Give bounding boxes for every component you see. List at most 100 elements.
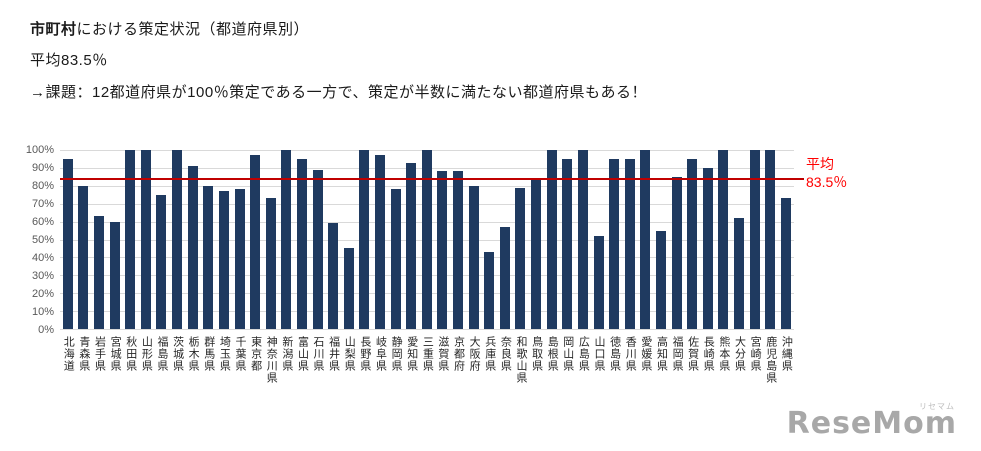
- bar: [562, 158, 573, 329]
- x-axis-label: 山口県: [593, 336, 606, 372]
- bar-slot: [154, 150, 170, 329]
- x-axis-label: 茨城県: [171, 336, 184, 372]
- x-axis-label: 岡山県: [561, 336, 574, 372]
- x-slot: 広島県: [575, 336, 591, 384]
- x-slot: 愛知県: [403, 336, 419, 384]
- bar-slot: [294, 150, 310, 329]
- bar: [468, 185, 479, 329]
- bar-slot: [762, 150, 778, 329]
- x-slot: 新潟県: [279, 336, 295, 384]
- bar: [671, 176, 682, 329]
- x-axis-label: 福井県: [327, 336, 340, 372]
- bar: [546, 150, 557, 329]
- x-axis-label: 秋田県: [124, 336, 137, 372]
- x-axis-label: 高知県: [655, 336, 668, 372]
- plot-area: 平均 83.5％: [60, 150, 847, 330]
- bar-slot: [122, 150, 138, 329]
- bar-slot: [372, 150, 388, 329]
- x-slot: 福岡県: [669, 336, 685, 384]
- resemom-logo: リセマム ReseMom: [787, 402, 957, 441]
- x-axis-label: 福岡県: [671, 336, 684, 372]
- bar: [515, 187, 526, 329]
- x-axis-label: 東京都: [249, 336, 262, 372]
- x-axis-label: 宮城県: [109, 336, 122, 372]
- bar: [343, 248, 354, 329]
- x-slot: 埼玉県: [216, 336, 232, 384]
- bar-slot: [107, 150, 123, 329]
- bar-slot: [169, 150, 185, 329]
- bar-slot: [747, 150, 763, 329]
- bar: [156, 194, 167, 329]
- x-axis-label: 千葉県: [234, 336, 246, 372]
- bar-slot: [591, 150, 607, 329]
- x-slot: 石川県: [310, 336, 326, 384]
- y-axis-tick: 70%: [31, 198, 54, 210]
- resemom-logo-katakana: リセマム: [919, 402, 955, 411]
- x-slot: 神奈川県: [263, 336, 279, 384]
- x-slot: 秋田県: [122, 336, 138, 384]
- x-axis-label: 兵庫県: [483, 336, 496, 372]
- x-slot: 福島県: [154, 336, 170, 384]
- x-axis-label: 佐賀県: [686, 336, 699, 372]
- bar-slot: [216, 150, 232, 329]
- x-axis-label: 香川県: [624, 336, 637, 372]
- bar: [749, 150, 760, 329]
- x-axis-label: 群馬県: [202, 336, 215, 372]
- page-title-bold: 市町村: [30, 21, 77, 38]
- bar: [421, 150, 432, 329]
- y-axis: 100% 90% 80% 70% 60% 50% 40% 30% 20% 10% 0%: [26, 144, 60, 336]
- x-slot: 京都府: [450, 336, 466, 384]
- x-slot: 北海道: [60, 336, 76, 384]
- x-slot: 東京都: [247, 336, 263, 384]
- y-axis-tick: 0%: [38, 324, 54, 336]
- bar-slot: [388, 150, 404, 329]
- x-slot: 熊本県: [716, 336, 732, 384]
- x-axis-label: 鹿児島県: [764, 336, 777, 384]
- x-slot: 長野県: [357, 336, 373, 384]
- x-axis-label: 山梨県: [343, 336, 356, 372]
- bar: [296, 158, 307, 329]
- x-axis-label: 大阪府: [468, 336, 481, 372]
- issue-note: →課題：12都道府県が100％策定である一方で、策定が半数に満たない都道府県もあ…: [30, 84, 647, 101]
- x-slot: 鹿児島県: [762, 336, 778, 384]
- bar: [78, 185, 89, 329]
- x-axis-label: 北海道: [62, 336, 75, 372]
- x-slot: 三重県: [419, 336, 435, 384]
- bar: [687, 158, 698, 329]
- y-axis-tick: 100%: [25, 144, 54, 156]
- x-axis-label: 徳島県: [608, 336, 621, 372]
- x-axis-label: 埼玉県: [218, 336, 231, 372]
- bar: [780, 198, 791, 329]
- bar-slot: [778, 150, 794, 329]
- x-axis-label: 富山県: [296, 336, 309, 372]
- bar: [453, 171, 464, 329]
- bar-slot: [357, 150, 373, 329]
- x-slot: 群馬県: [200, 336, 216, 384]
- x-slot: 青森県: [76, 336, 92, 384]
- x-axis-label: 熊本県: [717, 336, 730, 372]
- bar: [593, 235, 604, 329]
- x-axis-label: 鳥取県: [530, 336, 543, 372]
- x-slot: 滋賀県: [435, 336, 451, 384]
- bar-slot: [232, 150, 248, 329]
- bar: [702, 167, 713, 329]
- bar-slot: [669, 150, 685, 329]
- x-axis-label: 山形県: [140, 336, 153, 372]
- bar: [406, 162, 417, 329]
- bar-chart: 100% 90% 80% 70% 60% 50% 40% 30% 20% 10% 0% 平均 83.…: [26, 144, 847, 384]
- bar-slot: [76, 150, 92, 329]
- x-axis-label: 京都府: [452, 336, 465, 372]
- x-slot: 愛媛県: [638, 336, 654, 384]
- bar: [609, 158, 620, 329]
- x-axis-label: 三重県: [421, 336, 434, 372]
- x-slot: 宮城県: [107, 336, 123, 384]
- bar: [140, 150, 151, 329]
- x-slot: 山形県: [138, 336, 154, 384]
- x-slot: 鳥取県: [528, 336, 544, 384]
- bar-slot: [544, 150, 560, 329]
- x-axis-label: 静岡県: [390, 336, 403, 372]
- bar-slot: [513, 150, 529, 329]
- bar-slot: [138, 150, 154, 329]
- x-slot: 富山県: [294, 336, 310, 384]
